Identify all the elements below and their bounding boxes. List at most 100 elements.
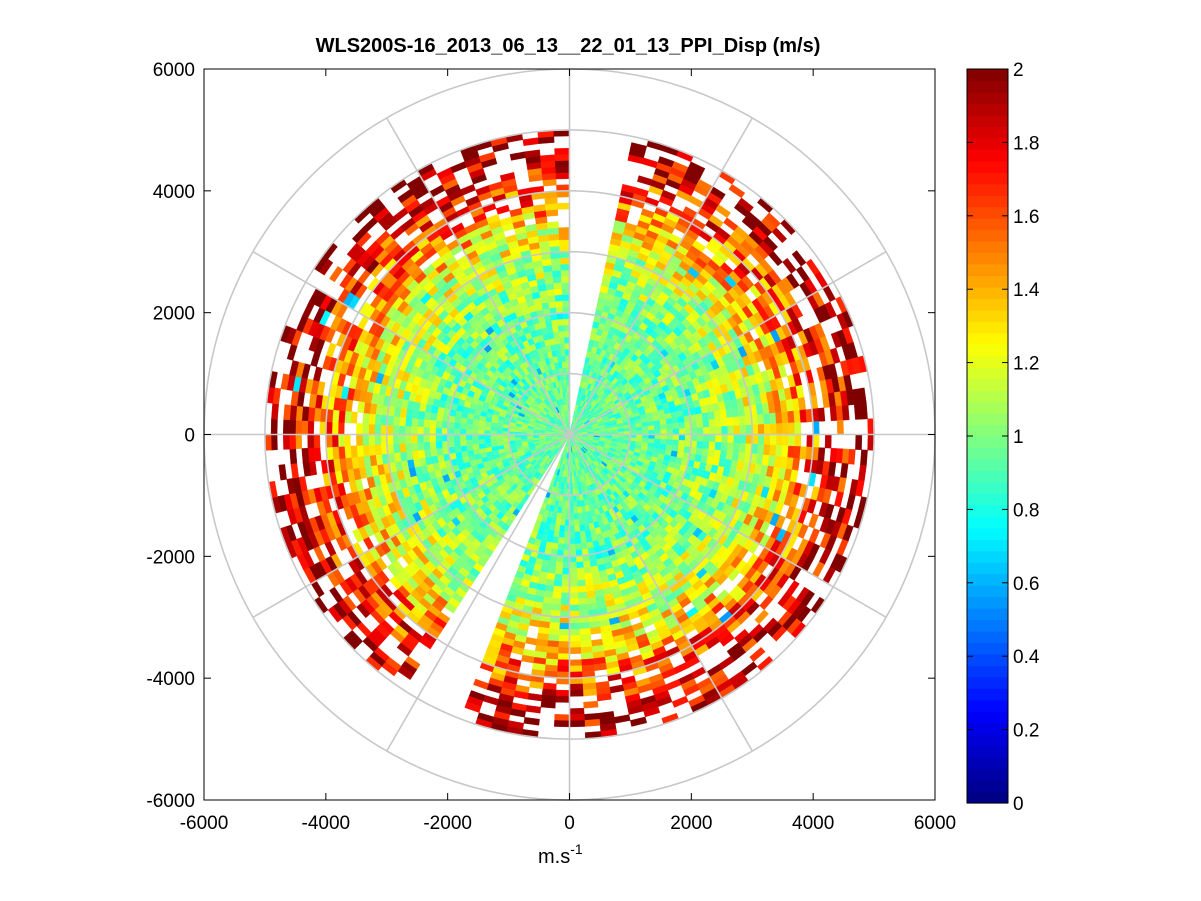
ppi-cell (344, 410, 352, 424)
ppi-cell (677, 416, 685, 424)
ppi-cell (569, 714, 585, 722)
ppi-cell (454, 445, 462, 453)
ppi-cell (561, 568, 570, 575)
ppi-cell (282, 434, 290, 450)
ppi-cell (708, 441, 716, 451)
ppi-cell (392, 443, 401, 454)
ppi-cell (653, 419, 661, 426)
ppi-cell (797, 397, 807, 411)
ppi-cell (817, 447, 826, 462)
ppi-cell (459, 428, 467, 435)
ppi-cell (696, 440, 704, 449)
ppi-cell (556, 665, 570, 673)
ppi-cell (552, 325, 559, 333)
ppi-cell (547, 634, 560, 642)
ppi-cell (775, 411, 783, 424)
ppi-cell (708, 418, 716, 428)
ppi-cell (471, 439, 479, 445)
ppi-cell (589, 626, 602, 635)
ppi-cell (435, 427, 443, 435)
ppi-cell (696, 434, 704, 442)
ppi-cell (721, 425, 729, 435)
ppi-cell (569, 689, 584, 697)
ppi-cell (454, 416, 462, 424)
ppi-cell (578, 603, 589, 612)
ppi-cell (546, 288, 556, 297)
ppi-cell (684, 427, 692, 435)
ppi-cell (678, 428, 686, 435)
chart-title: WLS200S-16_2013_06_13__22_01_13_PPI_Disp… (316, 35, 821, 57)
ppi-cell (671, 417, 679, 424)
ppi-cell (555, 561, 564, 569)
ppi-cell (289, 419, 297, 435)
ppi-cell (660, 439, 668, 445)
ppi-cell (581, 664, 595, 672)
ppi-cell (546, 640, 559, 648)
ppi-cell (794, 422, 802, 435)
ppi-cell (847, 448, 856, 465)
ppi-cell (465, 439, 473, 446)
ppi-cell (569, 634, 581, 642)
ppi-cell (715, 426, 723, 435)
ppi-cell (423, 434, 430, 443)
ppi-cell (295, 434, 303, 450)
ppi-cell (782, 434, 790, 447)
ppi-cell (429, 419, 437, 428)
ppi-cell (545, 652, 559, 660)
ppi-cell (562, 561, 570, 569)
ppi-cell (490, 438, 498, 444)
ppi-cell (860, 449, 868, 466)
ppi-cell (593, 662, 607, 672)
ppi-cell (583, 572, 593, 581)
ppi-cell (678, 434, 686, 441)
ppi-cell (496, 437, 504, 443)
ppi-cell (569, 555, 577, 563)
ppi-cell (465, 434, 473, 441)
ppi-cell (417, 418, 425, 428)
ppi-cell (576, 567, 585, 575)
ppi-cell (554, 343, 561, 351)
ppi-cell (386, 424, 394, 435)
ppi-cell (410, 425, 418, 435)
ppi-cell (362, 434, 370, 446)
ppi-cell (453, 428, 461, 435)
ppi-cell (453, 422, 461, 430)
ppi-cell (552, 585, 562, 593)
ppi-cell (374, 424, 382, 435)
ppi-cell (695, 413, 704, 422)
ppi-cell (569, 592, 579, 600)
ppi-cell (398, 442, 407, 453)
ppi-cell (362, 412, 370, 425)
ppi-cell (763, 236, 778, 252)
ppi-cell (782, 422, 790, 435)
ppi-cell (641, 425, 649, 431)
ppi-cell (569, 598, 579, 606)
ppi-cell (560, 598, 570, 606)
ppi-cell (423, 441, 431, 451)
ppi-cell (557, 659, 570, 667)
ppi-cell (574, 531, 581, 539)
ppi-cell (561, 580, 570, 588)
ppi-cell (715, 434, 723, 443)
ppi-cell (547, 566, 556, 575)
ppi-cell (793, 410, 801, 423)
ppi-cell (701, 412, 710, 421)
ppi-cell (283, 404, 292, 421)
ppi-cell (466, 444, 474, 451)
ppi-cell (557, 653, 570, 661)
ppi-cell (301, 420, 309, 435)
ppi-cell (558, 531, 565, 539)
ppi-cell (410, 434, 418, 444)
ppi-cell (555, 695, 570, 703)
ppi-cell (405, 442, 413, 452)
ppi-cell (709, 434, 716, 443)
ppi-cell (558, 634, 570, 642)
ppi-cell (690, 434, 698, 442)
ppi-cell (733, 425, 741, 435)
ppi-cell (771, 227, 788, 244)
ppi-cell (560, 604, 570, 612)
ppi-cell (582, 560, 591, 569)
ppi-cell (678, 422, 686, 430)
ppi-cell (289, 434, 297, 450)
